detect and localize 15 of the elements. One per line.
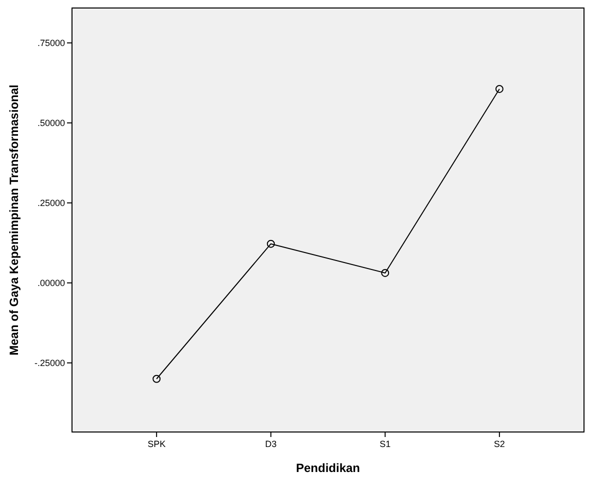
y-tick-label: .00000 (37, 278, 65, 288)
y-tick-label: .75000 (37, 38, 65, 48)
x-tick-label: S2 (494, 439, 505, 449)
y-tick-label: -.25000 (34, 358, 65, 368)
x-tick-label: S1 (380, 439, 391, 449)
point (266, 240, 275, 248)
x-tick-label: D3 (265, 439, 277, 449)
point (152, 374, 161, 383)
x-tick-label: SPK (148, 439, 166, 449)
y-axis-title: Mean of Gaya Kepemimpinan Transformasional (7, 84, 21, 356)
point (381, 268, 390, 277)
y-tick-label: .50000 (37, 118, 65, 128)
point (495, 84, 504, 93)
y-tick-label: .25000 (37, 198, 65, 208)
x-axis-title: Pendidikan (296, 461, 360, 475)
